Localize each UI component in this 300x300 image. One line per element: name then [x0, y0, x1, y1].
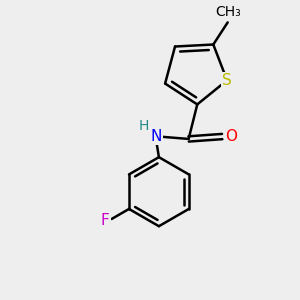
Text: O: O	[225, 129, 237, 144]
Text: N: N	[151, 129, 162, 144]
Text: CH₃: CH₃	[215, 4, 241, 19]
Text: F: F	[101, 213, 110, 228]
Text: S: S	[222, 73, 232, 88]
Text: H: H	[138, 119, 149, 133]
